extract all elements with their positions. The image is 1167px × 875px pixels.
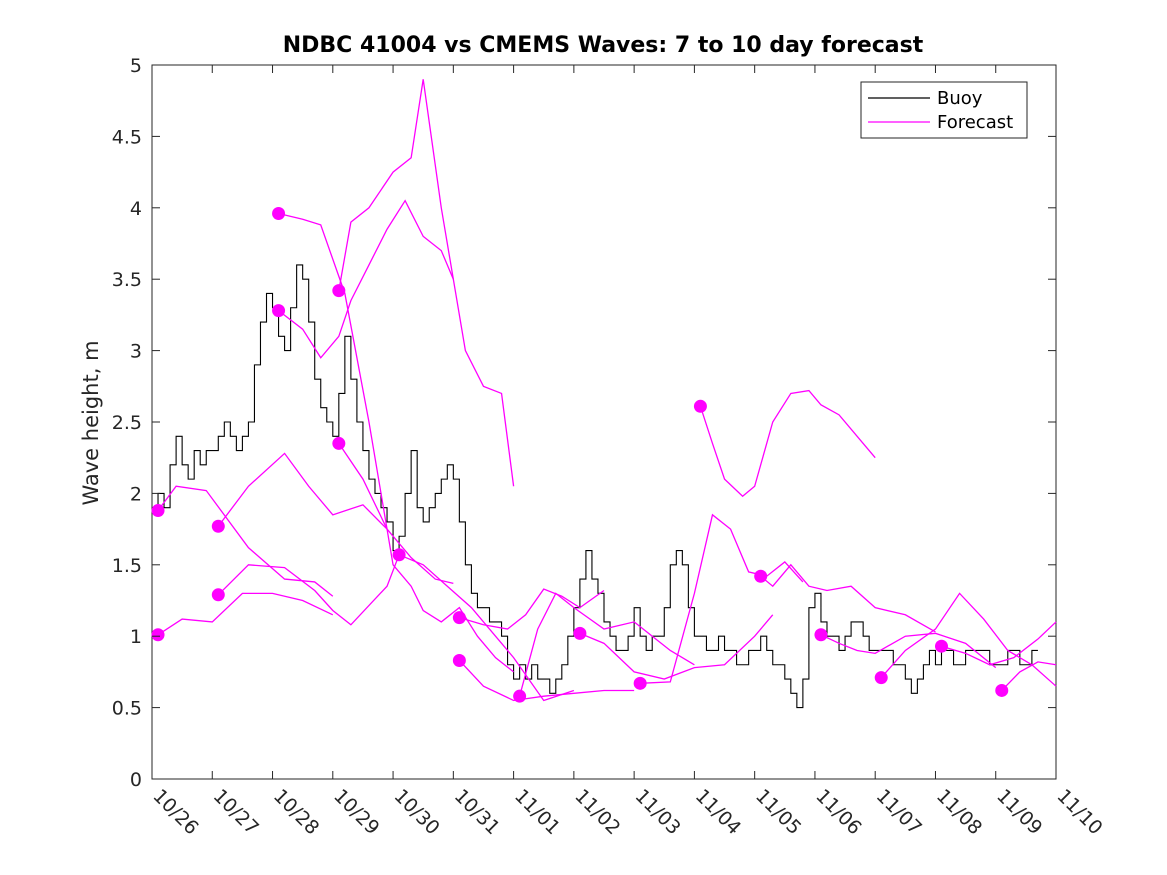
- y-tick-label-5: 2.5: [112, 412, 142, 434]
- y-axis-label: Wave height, m: [79, 340, 103, 505]
- forecast-line-1: [157, 485, 334, 597]
- forecast-start-marker-7: [332, 284, 346, 298]
- legend-box: [860, 81, 1028, 139]
- forecast-start-marker-19: [934, 639, 948, 653]
- forecast-line-5: [278, 212, 515, 673]
- forecast-start-marker-15: [693, 399, 707, 413]
- y-tick-label-9: 4.5: [112, 126, 142, 148]
- forecast-line-3: [217, 452, 388, 530]
- y-tick-label-6: 3: [130, 341, 142, 363]
- forecast-start-marker-9: [392, 548, 406, 562]
- forecast-start-marker-4: [211, 588, 225, 602]
- forecast-line-13: [579, 614, 774, 680]
- forecast-start-marker-3: [211, 519, 225, 533]
- buoy-series-line: [152, 264, 1038, 709]
- forecast-start-marker-20: [995, 683, 1009, 697]
- y-tick-label-7: 3.5: [112, 269, 142, 291]
- forecast-line-17: [820, 632, 997, 669]
- forecast-start-marker-17: [814, 628, 828, 642]
- forecast-start-marker-14: [633, 676, 647, 690]
- forecast-start-marker-18: [874, 671, 888, 685]
- forecast-start-marker-6: [272, 304, 286, 318]
- y-tick-label-2: 1: [130, 626, 142, 648]
- forecast-line-12: [518, 592, 695, 697]
- forecast-line-10: [459, 588, 605, 630]
- forecast-line-11: [458, 660, 635, 702]
- forecast-line-9: [398, 554, 575, 702]
- forecast-line-16: [760, 563, 936, 633]
- forecast-line-2: [157, 592, 334, 636]
- y-tick-label-4: 2: [130, 483, 142, 505]
- legend-buoy-label: Buoy: [937, 88, 983, 109]
- forecast-line-14: [640, 513, 804, 684]
- y-tick-label-0: 0: [130, 769, 142, 791]
- forecast-line-15: [699, 389, 876, 498]
- forecast-line-18: [880, 592, 1057, 687]
- y-tick-label-3: 1.5: [112, 555, 142, 577]
- forecast-line-8: [338, 443, 454, 584]
- forecast-line-19: [941, 621, 1057, 666]
- forecast-start-marker-10: [452, 611, 466, 625]
- forecast-start-marker-1: [151, 504, 165, 518]
- y-tick-label-10: 5: [130, 55, 142, 77]
- plot-frame: [151, 64, 1057, 780]
- series-layer: [151, 79, 1057, 709]
- forecast-line-7: [338, 79, 515, 487]
- forecast-start-marker-16: [754, 569, 768, 583]
- legend: Buoy Forecast: [860, 81, 1028, 139]
- forecast-start-marker-8: [332, 436, 346, 450]
- forecast-start-marker-13: [573, 626, 587, 640]
- legend-forecast-label: Forecast: [937, 112, 1013, 133]
- forecast-start-marker-12: [513, 689, 527, 703]
- forecast-start-marker-11: [452, 653, 466, 667]
- forecast-line-20: [1001, 661, 1057, 691]
- forecast-line-6: [278, 199, 454, 359]
- y-tick-label-8: 4: [130, 198, 142, 220]
- forecast-line-4: [217, 554, 400, 626]
- y-tick-label-1: 0.5: [112, 698, 142, 720]
- forecast-start-marker-5: [272, 207, 286, 221]
- forecast-start-marker-2: [151, 628, 165, 642]
- chart-title: NDBC 41004 vs CMEMS Waves: 7 to 10 day f…: [283, 33, 924, 58]
